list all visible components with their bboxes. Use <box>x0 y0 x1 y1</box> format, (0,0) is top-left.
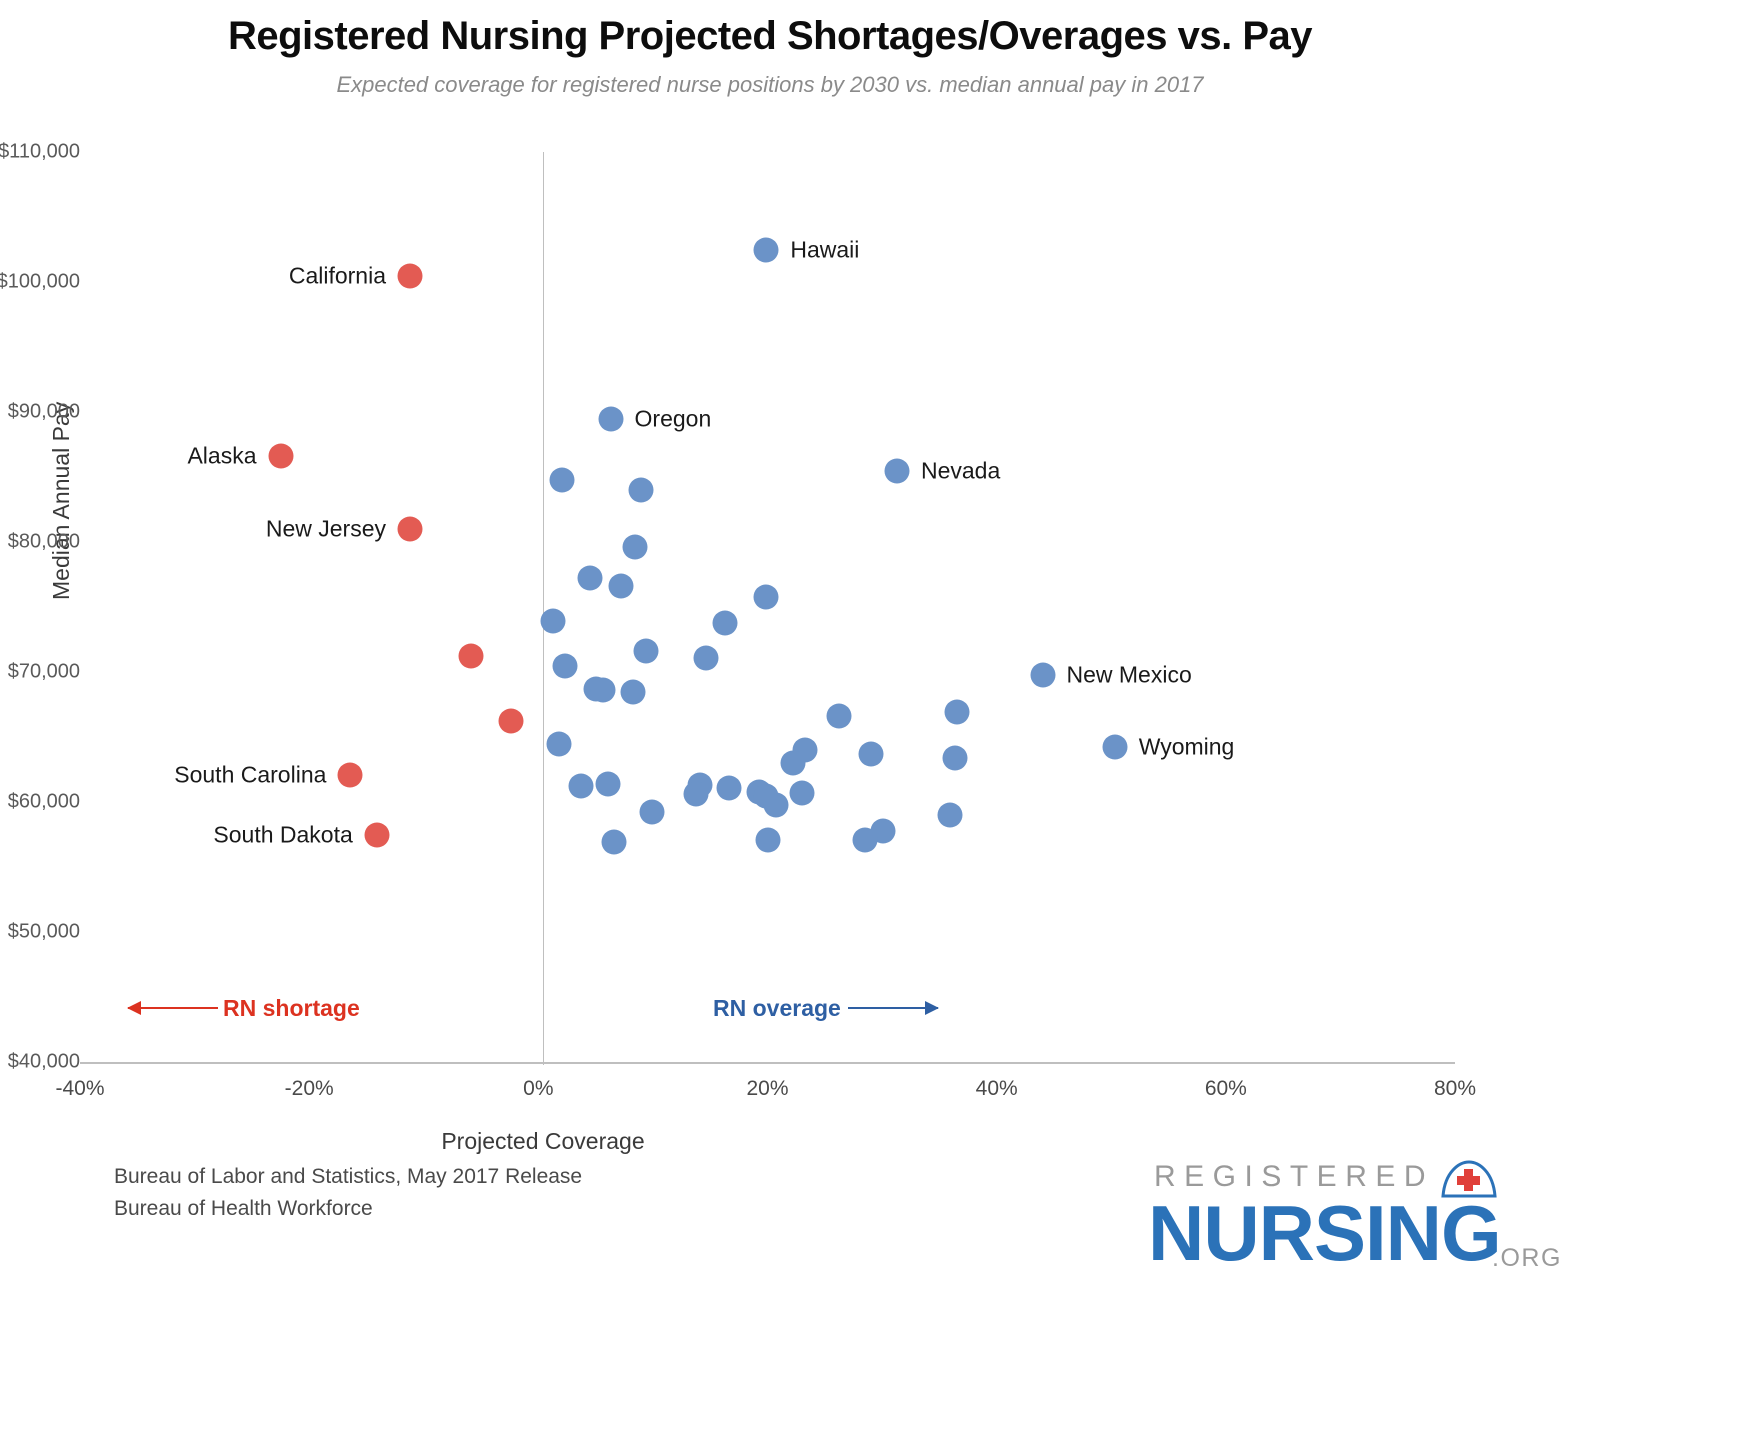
shortage-arrow-icon <box>127 1001 218 1015</box>
x-tick-label: 20% <box>746 1077 789 1100</box>
y-tick-label: $90,000 <box>7 400 80 423</box>
data-point[interactable] <box>826 703 852 729</box>
y-axis-ticks: $40,000 $50,000 $60,000 $70,000 $80,000 $90,0… <box>0 141 80 1073</box>
data-point-hawaii[interactable] <box>753 237 779 262</box>
data-point[interactable] <box>590 677 615 703</box>
data-point[interactable] <box>858 741 884 767</box>
data-point[interactable] <box>789 780 815 806</box>
data-point[interactable] <box>639 799 665 825</box>
data-point-label: Nevada <box>920 457 1001 483</box>
page-subtitle: Expected coverage for registered nurse p… <box>336 72 1204 97</box>
data-point[interactable] <box>755 827 780 853</box>
data-point[interactable] <box>552 653 578 678</box>
rn-shortage-annotation: RN shortage <box>223 995 360 1021</box>
data-point[interactable] <box>693 645 719 671</box>
data-point-label: South Dakota <box>213 821 353 847</box>
registered-nursing-logo[interactable]: REGISTERED NURSING .ORG <box>1148 1160 1560 1280</box>
x-tick-label: -40% <box>55 1077 105 1100</box>
data-point[interactable] <box>944 699 970 725</box>
y-tick-label: $60,000 <box>7 790 80 813</box>
x-tick-label: 60% <box>1204 1077 1247 1100</box>
data-point-label: Alaska <box>187 442 257 469</box>
data-point-label: South Carolina <box>174 761 327 788</box>
y-tick-label: $50,000 <box>7 920 80 943</box>
data-point[interactable] <box>780 750 806 776</box>
zero-reference-line <box>543 152 544 1065</box>
data-point-south-dakota[interactable] <box>364 822 390 847</box>
x-tick-label: 80% <box>1433 1077 1477 1100</box>
data-point[interactable] <box>628 477 654 503</box>
data-point[interactable] <box>546 731 572 756</box>
data-point[interactable] <box>595 771 621 797</box>
data-point[interactable] <box>622 534 648 560</box>
data-point[interactable] <box>763 792 789 818</box>
x-tick-label: -20% <box>284 1077 334 1100</box>
data-point[interactable] <box>683 781 709 807</box>
logo-registered-text: REGISTERED <box>1154 1160 1435 1193</box>
data-point-nevada[interactable] <box>884 458 910 483</box>
y-tick-label: $80,000 <box>7 530 80 553</box>
data-point[interactable] <box>568 773 594 799</box>
scatter-plot-area: $40,000 $50,000 $60,000 $70,000 $80,000 $90,0… <box>0 141 1476 1101</box>
source-line-2: Bureau of Health Workforce <box>114 1197 373 1220</box>
nurse-cap-icon <box>1441 1160 1497 1198</box>
data-point-label: New Jersey <box>265 515 386 542</box>
x-axis-title: Projected Coverage <box>441 1128 645 1154</box>
data-point[interactable] <box>540 608 566 634</box>
data-point[interactable] <box>608 573 634 599</box>
data-point[interactable] <box>633 638 659 664</box>
overage-arrow-icon <box>848 1001 939 1015</box>
data-point-label: Hawaii <box>790 236 860 262</box>
data-point[interactable] <box>601 829 627 855</box>
y-tick-label: $70,000 <box>7 660 80 683</box>
data-point-south-carolina[interactable] <box>337 762 363 788</box>
data-point-california[interactable] <box>397 263 423 288</box>
data-point-label: Wyoming <box>1138 733 1235 760</box>
data-point-new-jersey[interactable] <box>397 516 423 542</box>
data-point[interactable] <box>712 610 738 636</box>
data-point[interactable] <box>753 584 779 610</box>
logo-org-text: .ORG <box>1492 1244 1562 1272</box>
data-point[interactable] <box>549 467 575 493</box>
data-point[interactable] <box>577 565 603 591</box>
data-point-alaska[interactable] <box>268 443 294 469</box>
data-point[interactable] <box>498 708 524 734</box>
logo-nursing-text: NURSING <box>1148 1189 1502 1277</box>
data-point-wyoming[interactable] <box>1102 734 1128 760</box>
y-tick-label: $40,000 <box>7 1050 80 1073</box>
data-point[interactable] <box>942 745 968 771</box>
data-point-label: New Mexico <box>1066 661 1192 688</box>
y-tick-label: $110,000 <box>0 140 80 163</box>
page-title: Registered Nursing Projected Shortages/O… <box>227 14 1313 58</box>
data-point-label: California <box>288 262 386 288</box>
x-axis-line <box>80 1062 1455 1064</box>
data-point-label: Oregon <box>634 405 712 431</box>
rn-overage-annotation: RN overage <box>713 995 841 1021</box>
data-point[interactable] <box>716 775 742 801</box>
data-point[interactable] <box>852 827 878 853</box>
data-point[interactable] <box>937 802 963 828</box>
x-tick-label: 40% <box>975 1077 1018 1100</box>
data-point[interactable] <box>620 679 646 704</box>
data-point-oregon[interactable] <box>598 406 624 431</box>
data-point-new-mexico[interactable] <box>1030 662 1055 688</box>
x-tick-label: 0% <box>523 1077 554 1100</box>
y-tick-label: $100,000 <box>0 270 80 293</box>
source-line-1: Bureau of Labor and Statistics, May 2017… <box>114 1165 583 1188</box>
data-point[interactable] <box>458 643 484 669</box>
